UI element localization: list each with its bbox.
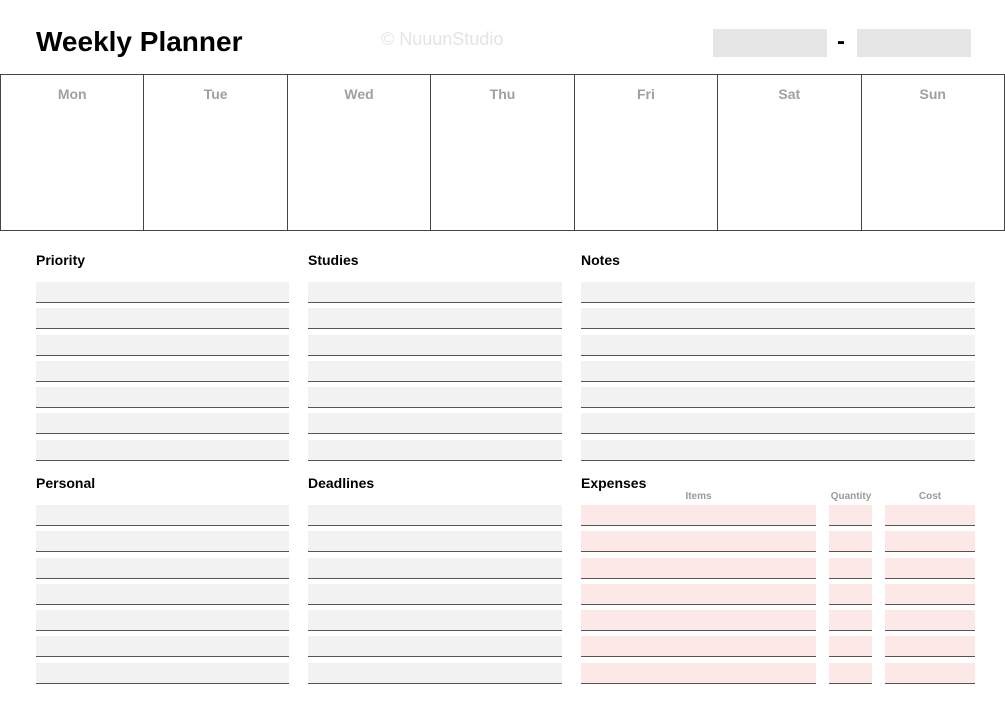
notes-lines xyxy=(581,282,975,466)
notes-line-input[interactable] xyxy=(581,360,975,382)
priority-line-input[interactable] xyxy=(36,387,289,409)
date-separator: - xyxy=(837,28,845,55)
expense-cost-line-input[interactable] xyxy=(885,531,975,553)
expense-quantity-line-input[interactable] xyxy=(829,531,872,553)
deadlines-line-input[interactable] xyxy=(308,610,562,632)
notes-line-input[interactable] xyxy=(581,282,975,303)
studies-line-input[interactable] xyxy=(308,282,562,303)
day-fri[interactable]: Fri xyxy=(575,75,719,230)
deadlines-line-input[interactable] xyxy=(308,531,562,553)
priority-heading: Priority xyxy=(36,252,86,268)
studies-heading: Studies xyxy=(308,252,359,268)
deadlines-line-input[interactable] xyxy=(308,636,562,658)
day-sun[interactable]: Sun xyxy=(919,86,946,102)
day-sat[interactable]: Sat xyxy=(718,75,862,230)
week-grid: Mon Tue Wed Thu Fri Sat Sun xyxy=(0,74,1005,231)
studies-line-input[interactable] xyxy=(308,360,562,382)
personal-line-input[interactable] xyxy=(36,610,289,632)
priority-line-input[interactable] xyxy=(36,308,289,330)
priority-lines xyxy=(36,282,289,466)
studies-lines xyxy=(308,282,562,466)
personal-lines xyxy=(36,505,289,689)
deadlines-line-input[interactable] xyxy=(308,583,562,605)
expense-quantity-lines xyxy=(829,505,872,689)
deadlines-line-input[interactable] xyxy=(308,505,562,526)
studies-line-input[interactable] xyxy=(308,413,562,435)
start-date-field[interactable] xyxy=(713,29,827,57)
personal-line-input[interactable] xyxy=(36,636,289,658)
studies-line-input[interactable] xyxy=(308,387,562,409)
expense-cost-line-input[interactable] xyxy=(885,583,975,605)
priority-line-input[interactable] xyxy=(36,439,289,461)
day-thu[interactable]: Thu xyxy=(431,75,575,230)
personal-line-input[interactable] xyxy=(36,531,289,553)
page-title: Weekly Planner xyxy=(36,26,243,57)
expense-quantity-line-input[interactable] xyxy=(829,583,872,605)
expense-quantity-line-input[interactable] xyxy=(829,505,872,526)
expense-items-line-input[interactable] xyxy=(581,505,816,526)
expense-cost-line-input[interactable] xyxy=(885,636,975,658)
expense-cost-lines xyxy=(885,505,975,689)
personal-line-input[interactable] xyxy=(36,557,289,579)
notes-line-input[interactable] xyxy=(581,413,975,435)
personal-line-input[interactable] xyxy=(36,583,289,605)
day-tue[interactable]: Tue xyxy=(144,75,288,230)
cost-column-header: Cost xyxy=(918,491,942,502)
expense-items-line-input[interactable] xyxy=(581,583,816,605)
expense-quantity-line-input[interactable] xyxy=(829,610,872,632)
quantity-column-header: Quantity xyxy=(830,491,872,502)
studies-line-input[interactable] xyxy=(308,334,562,356)
day-wed[interactable]: Wed xyxy=(288,75,432,230)
expense-items-line-input[interactable] xyxy=(581,557,816,579)
personal-line-input[interactable] xyxy=(36,505,289,526)
end-date-field[interactable] xyxy=(857,29,971,57)
personal-line-input[interactable] xyxy=(36,662,289,684)
personal-heading: Personal xyxy=(36,475,96,491)
expense-cost-line-input[interactable] xyxy=(885,557,975,579)
deadlines-line-input[interactable] xyxy=(308,557,562,579)
expense-items-line-input[interactable] xyxy=(581,636,816,658)
deadlines-line-input[interactable] xyxy=(308,662,562,684)
studies-line-input[interactable] xyxy=(308,439,562,461)
notes-line-input[interactable] xyxy=(581,334,975,356)
watermark: © NuuunStudio xyxy=(381,29,504,49)
notes-line-input[interactable] xyxy=(581,387,975,409)
expense-quantity-line-input[interactable] xyxy=(829,662,872,684)
notes-line-input[interactable] xyxy=(581,308,975,330)
notes-line-input[interactable] xyxy=(581,439,975,461)
expense-cost-line-input[interactable] xyxy=(885,610,975,632)
items-column-header: Items xyxy=(685,491,712,502)
expense-quantity-line-input[interactable] xyxy=(829,557,872,579)
priority-line-input[interactable] xyxy=(36,334,289,356)
expense-items-line-input[interactable] xyxy=(581,662,816,684)
expense-items-line-input[interactable] xyxy=(581,531,816,553)
expense-items-lines xyxy=(581,505,816,689)
expense-items-line-input[interactable] xyxy=(581,610,816,632)
expense-cost-line-input[interactable] xyxy=(885,505,975,526)
expenses-heading: Expenses xyxy=(581,475,647,491)
notes-heading: Notes xyxy=(581,252,620,268)
studies-line-input[interactable] xyxy=(308,308,562,330)
expense-quantity-line-input[interactable] xyxy=(829,636,872,658)
deadlines-lines xyxy=(308,505,562,689)
priority-line-input[interactable] xyxy=(36,360,289,382)
deadlines-heading: Deadlines xyxy=(308,475,375,491)
expense-cost-line-input[interactable] xyxy=(885,662,975,684)
priority-line-input[interactable] xyxy=(36,282,289,303)
day-mon[interactable]: Mon xyxy=(1,75,145,230)
priority-line-input[interactable] xyxy=(36,413,289,435)
